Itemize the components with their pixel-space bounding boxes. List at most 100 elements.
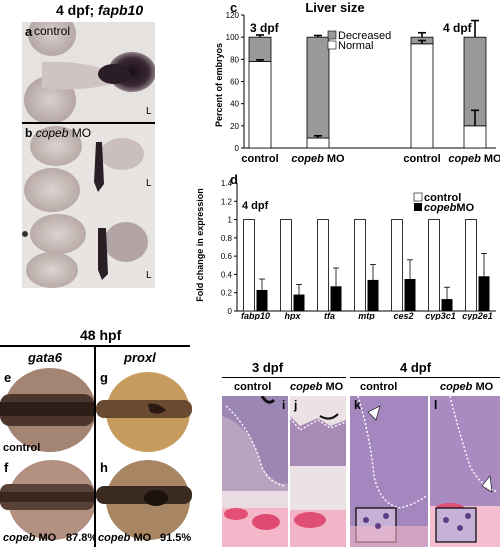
chart-d-bar-mo — [478, 276, 490, 311]
chart-c-group-2: 4 dpf — [443, 21, 473, 35]
panel-e-gene: gata6 — [28, 350, 62, 365]
chart-d-ytick-label: 1 — [228, 216, 233, 225]
panel-f-image — [0, 458, 94, 547]
panel-c-letter: c — [230, 0, 237, 15]
chart-c-ytick-label: 40 — [230, 100, 239, 109]
histology-k-tissue — [350, 396, 428, 547]
histology-i-tissue — [222, 396, 288, 547]
chart-d-xlabel: fabp10 — [241, 311, 270, 320]
histology-col-label-k: control — [360, 381, 398, 393]
panel-b-corner-2: L — [146, 270, 152, 281]
chart-d-ytick-label: 0.8 — [221, 234, 233, 243]
chart-c-ytick-label: 60 — [230, 78, 239, 87]
panel-b-label: b copeb MO — [25, 126, 91, 140]
legend-mo-swatch — [414, 203, 422, 211]
panel-b-letter: b — [25, 126, 33, 140]
panel-f-embryo — [0, 460, 94, 540]
panel-a-embryo — [24, 22, 155, 122]
histology-header-4dpf: 4 dpf — [400, 360, 432, 375]
panel-g-embryo — [96, 372, 192, 452]
chart-c-ytick-label: 20 — [230, 122, 239, 131]
panel-h-caption: copeb MO — [98, 532, 151, 544]
chart-d-ytick-label: 1.4 — [221, 179, 233, 188]
chart-liver-size: c Liver size Percent of embryos 0 20 40 60 8… — [214, 0, 500, 165]
panel-h-percent: 91.5% — [160, 532, 192, 544]
legend-mo-label: copebMO — [424, 202, 475, 214]
legend-mo-gene: copeb — [424, 202, 457, 214]
chart-c-xlabel-4-rest: MO — [481, 153, 500, 165]
chart-d-bar-mo — [441, 299, 453, 311]
panel-a-letter: a — [25, 24, 33, 39]
chart-c-bar-normal — [410, 43, 434, 149]
chart-c-xlabel-2-gene: copeb — [291, 153, 324, 165]
legend-control-swatch — [413, 192, 423, 202]
chart-d-xlabel: mtp — [358, 311, 375, 320]
chart-c-ytick-label: 120 — [226, 11, 240, 20]
chart-d-bar-control — [391, 219, 403, 312]
chart-c-bar-decreased — [248, 36, 272, 62]
chart-d-xlabel: cyp2e1 — [462, 311, 493, 320]
legend-normal-label: Normal — [338, 40, 373, 52]
chart-d-xlabel: tfa — [324, 311, 335, 320]
chart-c-title: Liver size — [305, 0, 364, 15]
chart-d-bar-mo — [256, 289, 268, 311]
histology-col-label-j: copeb MO — [290, 381, 344, 393]
histology-header-3dpf: 3 dpf — [252, 360, 284, 375]
chart-c-ylabel: Percent of embryos — [214, 43, 224, 127]
legend-mo-rest: MO — [456, 202, 474, 214]
panel-g-gene: proxl — [124, 350, 156, 365]
chart-c-bar-decreased — [306, 36, 330, 139]
histology-l-letter: l — [434, 398, 438, 412]
panel-h-letter: h — [100, 460, 108, 475]
panel-a-image — [22, 22, 155, 122]
panel-f-caption: copeb MO — [3, 532, 56, 544]
panel-e-embryo — [0, 368, 94, 452]
histology-l-image — [430, 396, 500, 547]
panel-f-percent: 87.8% — [66, 532, 98, 544]
histology-j-image — [290, 396, 346, 547]
histology-col-label-i: control — [234, 381, 272, 393]
legend-decreased-label: Decreased — [338, 30, 391, 42]
chart-d-bar-control — [465, 219, 477, 312]
chart-c-legend: Decreased Normal — [327, 30, 391, 52]
chart-c-bar-normal — [463, 125, 487, 149]
chart-c-xlabel-2: copeb MO — [291, 153, 345, 165]
chart-d-bar-mo — [367, 279, 379, 311]
chart-d-xlabel: hpx — [284, 311, 301, 320]
chart-d-ylabel: Fold change in expression — [195, 188, 205, 302]
histology-j-letter: j — [294, 398, 298, 412]
panel-g-letter: g — [100, 370, 108, 385]
panel-h-caption-rest: MO — [130, 532, 152, 544]
histology-i-letter: i — [282, 398, 286, 412]
chart-d-legend: control copebMO — [413, 192, 475, 214]
panel-d-letter: d — [230, 172, 238, 187]
histology-col-label-l: copeb MO — [440, 381, 494, 393]
panel-e-image — [0, 368, 94, 456]
panel-h-image — [96, 458, 192, 547]
chart-d-ytick-label: 0 — [228, 307, 233, 316]
panel-e-letter: e — [4, 370, 12, 385]
chart-d-bar-control — [354, 219, 366, 312]
chart-d-bar-control — [280, 219, 292, 312]
chart-c-bar-normal — [248, 61, 272, 149]
panel-divider — [22, 122, 155, 124]
chart-d-ytick-label: 0.2 — [221, 289, 233, 298]
chart-d-xlabel: ces2 — [393, 311, 413, 320]
chart-d-bar-control — [317, 219, 329, 312]
legend-decreased-swatch — [327, 30, 337, 40]
chart-d-bar-control — [428, 219, 440, 312]
hpf-header: 48 hpf — [80, 327, 122, 343]
legend-control-label: control — [424, 192, 461, 204]
chart-c-ytick-label: 0 — [235, 144, 240, 153]
chart-c-ytick-label: 100 — [226, 33, 240, 42]
chart-c-xlabel-3: control — [403, 153, 440, 165]
panel-f-caption-rest: MO — [35, 532, 57, 544]
histology-rule-right — [350, 377, 500, 378]
chart-d-ytick-label: 0.6 — [221, 252, 233, 261]
panel-a-corner: L — [146, 106, 152, 117]
histology-j-tissue — [290, 413, 346, 547]
histology-k-letter: k — [354, 398, 361, 412]
chart-c-xlabel-4-gene: copeb — [448, 153, 481, 165]
chart-c-xlabel-1: control — [241, 153, 278, 165]
histology-rule-left — [222, 377, 346, 378]
